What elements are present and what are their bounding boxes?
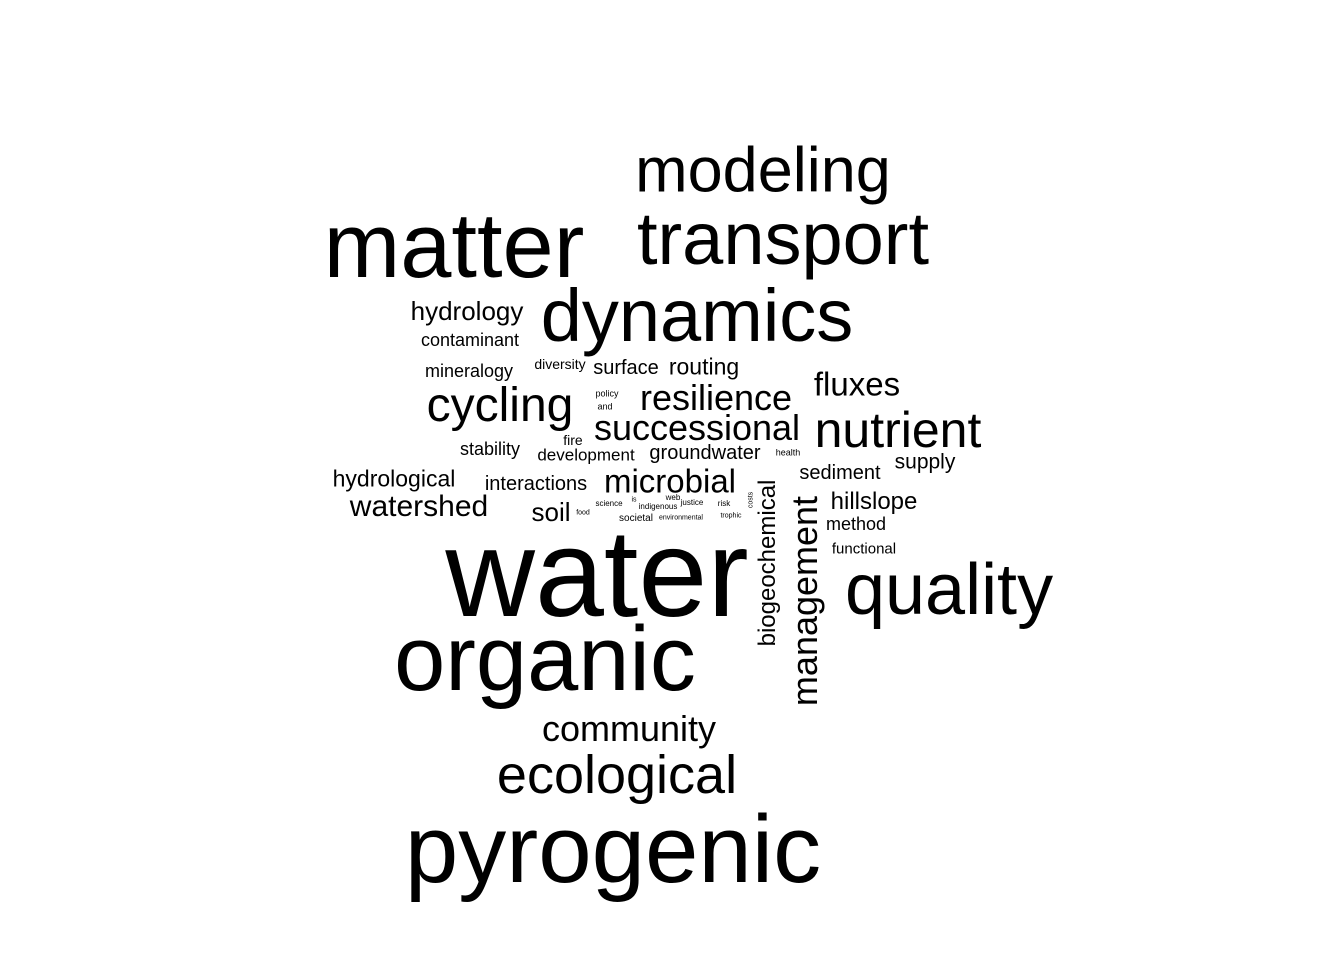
word-societal: societal — [619, 513, 653, 524]
word-organic: organic — [394, 608, 696, 710]
word-interactions: interactions — [484, 473, 588, 495]
word-hydrology: hydrology — [410, 296, 524, 326]
word-pyrogenic: pyrogenic — [404, 796, 822, 903]
word-resilience: resilience — [639, 377, 793, 418]
word-matter: matter — [323, 195, 585, 297]
word-food: food — [576, 509, 590, 517]
word-and: and — [597, 401, 613, 412]
word-health: health — [775, 447, 801, 458]
word-groundwater: groundwater — [649, 442, 761, 464]
word-dynamics: dynamics — [540, 274, 854, 357]
word-risk: risk — [717, 499, 731, 508]
word-functional: functional — [831, 540, 897, 558]
word-surface: surface — [593, 357, 659, 379]
word-trophic: trophic — [720, 512, 742, 520]
word-diversity: diversity — [534, 356, 586, 372]
word-environmental: environmental — [659, 514, 703, 522]
word-cycling: cycling — [426, 379, 574, 432]
word-transport: transport — [636, 197, 930, 280]
word-microbial: microbial — [603, 462, 737, 500]
word-quality: quality — [844, 550, 1054, 630]
word-method: method — [825, 514, 887, 534]
word-development: development — [537, 445, 635, 465]
word-management: management — [784, 495, 825, 707]
word-indigenous: indigenous — [638, 502, 678, 511]
word-biogeochemical: biogeochemical — [754, 479, 781, 647]
word-modeling: modeling — [635, 135, 891, 206]
word-stability: stability — [459, 439, 521, 459]
word-fire: fire — [563, 432, 583, 448]
word-successional: successional — [593, 407, 801, 448]
word-hillslope: hillslope — [830, 488, 918, 515]
word-water: water — [445, 505, 749, 643]
word-policy: policy — [595, 388, 619, 399]
word-justice: justice — [680, 498, 704, 507]
word-web: web — [665, 493, 681, 502]
word-hydrological: hydrological — [332, 465, 456, 492]
word-costs: costs — [747, 491, 755, 509]
word-fluxes: fluxes — [813, 365, 901, 403]
word-is: is — [631, 496, 637, 504]
word-mineralogy: mineralogy — [424, 361, 514, 381]
word-ecological: ecological — [496, 745, 738, 805]
word-routing: routing — [668, 353, 740, 380]
word-sediment: sediment — [799, 462, 881, 484]
word-supply: supply — [894, 450, 956, 474]
word-community: community — [541, 708, 717, 749]
word-science: science — [595, 499, 623, 508]
word-nutrient: nutrient — [814, 402, 982, 458]
word-watershed: watershed — [349, 490, 489, 523]
word-soil: soil — [531, 497, 571, 527]
word-contaminant: contaminant — [420, 330, 520, 350]
